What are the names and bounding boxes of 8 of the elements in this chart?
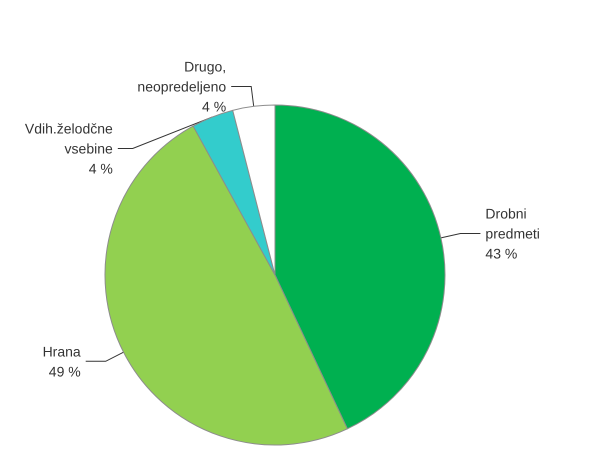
data-label: 49 % [48, 363, 81, 380]
slice-label: Hrana [42, 343, 81, 360]
slice-label: Drugo, neopredeljeno [137, 58, 226, 94]
slice-label: Vdih.želodčne vsebine [24, 120, 114, 156]
data-label: 4 % [202, 98, 226, 114]
data-label: 43 % [485, 246, 518, 262]
data-label: 4 % [88, 160, 113, 176]
slice-label: Drobni predmeti [485, 206, 540, 242]
